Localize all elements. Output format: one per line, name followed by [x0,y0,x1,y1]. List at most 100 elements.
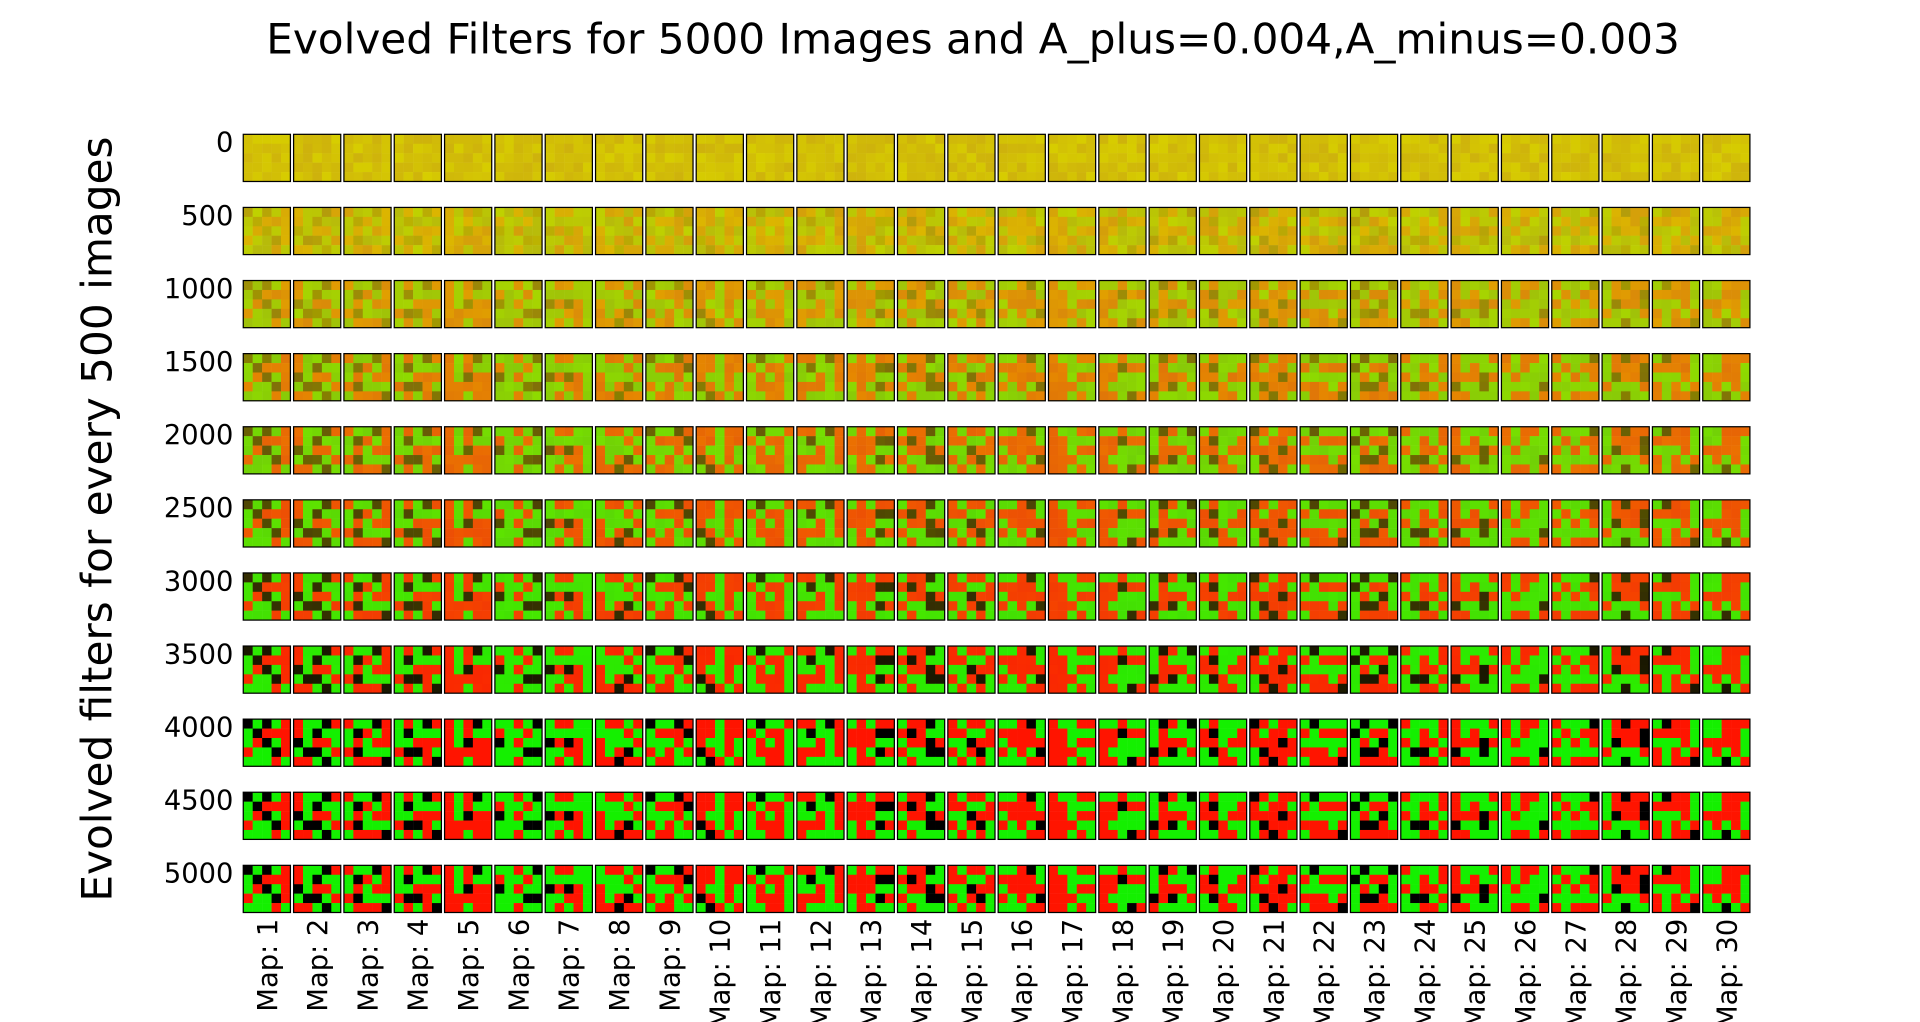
filter-pixel [1177,372,1188,383]
filter-pixel [422,318,433,328]
filter-pixel [1611,299,1622,310]
filter-pixel [1510,426,1521,437]
filter-pixel [784,143,794,154]
filter-pixel [444,601,455,611]
filter-tile [1349,499,1399,548]
filter-pixel [1438,455,1449,465]
filter-tile [695,206,744,256]
filter-pixel [1652,518,1663,529]
filter-pixel [614,372,625,383]
filter-pixel [431,381,442,392]
filter-pixel [1035,289,1046,300]
filter-pixel [1337,245,1348,255]
filter-pixel [1652,235,1663,246]
filter-pixel [1740,318,1751,328]
filter-tile [796,499,845,548]
filter-pixel [271,610,282,621]
filter-pixel [696,245,706,255]
filter-pixel [825,426,835,437]
filter-pixel [906,353,917,364]
filter-pixel [1680,299,1691,310]
filter-pixel [834,134,845,145]
filter-pixel [1438,353,1449,364]
filter-pixel [1117,143,1128,154]
filter-pixel [1108,436,1118,446]
tile-border [846,133,895,183]
filter-pixel [1035,499,1046,510]
filter-pixel [1035,226,1046,236]
filter-pixel [645,226,656,236]
filter-pixel [1369,372,1379,383]
filter-pixel [1602,445,1612,456]
filter-pixel [796,318,807,328]
filter-pixel [1388,289,1398,300]
filter-pixel [1168,445,1178,456]
filter-pixel [1108,426,1118,437]
filter-pixel [1690,528,1700,538]
filter-pixel [523,289,533,300]
filter-pixel [674,216,684,227]
filter-pixel [796,426,807,437]
filter-pixel [463,318,474,328]
filter-pixel [482,499,492,510]
filter-pixel [696,528,706,538]
filter-pixel [513,391,524,402]
filter-pixel [444,436,455,446]
filter-pixel [925,372,936,383]
filter-pixel [1510,308,1521,319]
filter-pixel [1149,372,1159,383]
filter-pixel [472,499,483,510]
tile-border [292,353,342,402]
filter-pixel [1108,245,1118,255]
filter-pixel [705,318,716,328]
filter-pixel [482,518,492,529]
filter-pixel [1438,172,1449,182]
filter-pixel [1429,363,1439,373]
filter-pixel [1551,372,1562,383]
filter-pixel [343,363,354,373]
filter-pixel [1136,216,1147,227]
filter-pixel [1259,235,1269,246]
filter-pixel [1388,518,1398,529]
filter-pixel [1488,436,1499,446]
filter-pixel [1359,381,1370,392]
filter-pixel [1017,289,1027,300]
filter-pixel [1098,372,1109,383]
filter-pixel [1479,308,1490,319]
filter-pixel [947,436,958,446]
filter-pixel [280,143,291,154]
filter-pixel [724,280,735,291]
filter-pixel [1350,518,1361,529]
filter-pixel [312,245,323,255]
filter-pixel [1652,308,1663,319]
filter-pixel [847,518,857,529]
filter-pixel [897,207,908,218]
filter-pixel [1328,445,1339,456]
filter-pixel [1268,235,1279,246]
filter-tile [1400,279,1449,329]
filter-tile [1299,133,1348,183]
filter-pixel [746,528,757,538]
filter-pixel [271,153,282,163]
filter-pixel [614,289,625,300]
filter-pixel [353,537,364,548]
filter-pixel [1048,537,1059,548]
filter-pixel [463,537,474,548]
filter-pixel [1410,162,1420,173]
tile-border [1047,426,1097,475]
filter-pixel [444,582,455,593]
filter-pixel [623,216,634,227]
filter-pixel [604,318,615,328]
filter-pixel [614,509,625,519]
filter-pixel [1249,216,1260,227]
filter-pixel [1630,436,1641,446]
filter-pixel [1199,299,1210,310]
filter-tile [1098,279,1147,329]
filter-pixel [755,318,766,328]
filter-pixel [1199,226,1210,236]
filter-tile [947,353,996,402]
filter-tile [1601,426,1650,475]
filter-pixel [513,426,524,437]
tile-border [1500,279,1550,329]
filter-pixel [1108,528,1118,538]
